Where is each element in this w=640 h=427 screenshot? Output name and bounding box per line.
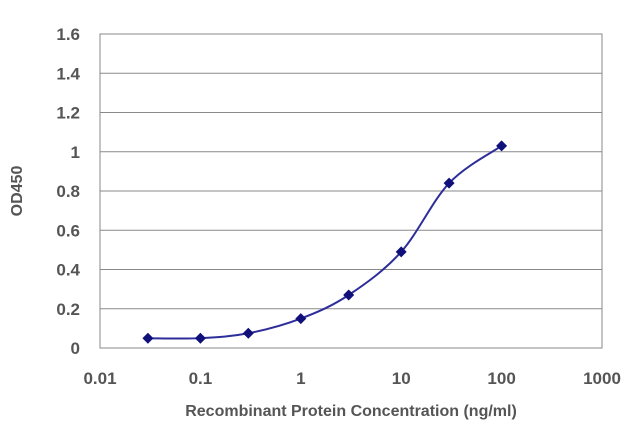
y-tick-label: 0	[71, 339, 80, 358]
y-tick-label: 0.4	[56, 261, 80, 280]
y-tick-label: 1	[71, 143, 80, 162]
y-tick-label: 1.6	[56, 25, 80, 44]
y-axis-tick-labels: 0 0.2 0.4 0.6 0.8 1 1.2 1.4 1.6	[56, 25, 80, 358]
x-tick-label: 10	[392, 369, 411, 388]
x-tick-label: 1	[296, 369, 305, 388]
data-point	[496, 140, 508, 152]
data-point	[395, 246, 407, 258]
data-point	[142, 332, 154, 344]
x-tick-label: 0.01	[83, 369, 116, 388]
y-tick-label: 1.4	[56, 64, 80, 83]
data-point	[343, 289, 355, 301]
y-tick-label: 0.2	[56, 300, 80, 319]
data-point	[295, 313, 307, 325]
y-tick-label: 0.6	[56, 221, 80, 240]
y-tick-label: 1.2	[56, 104, 80, 123]
x-tick-label: 100	[487, 369, 515, 388]
data-point	[242, 327, 254, 339]
x-tick-label: 1000	[583, 369, 621, 388]
data-point	[443, 177, 455, 189]
x-tick-label: 0.1	[189, 369, 213, 388]
y-tick-label: 0.8	[56, 182, 80, 201]
data-point	[194, 332, 206, 344]
y-axis-title: OD450	[9, 166, 26, 217]
y-gridlines	[100, 33, 602, 310]
x-axis-tick-labels: 0.01 0.1 1 10 100 1000	[83, 369, 620, 388]
x-axis-title: Recombinant Protein Concentration (ng/ml…	[185, 403, 517, 420]
series-group	[142, 140, 508, 344]
